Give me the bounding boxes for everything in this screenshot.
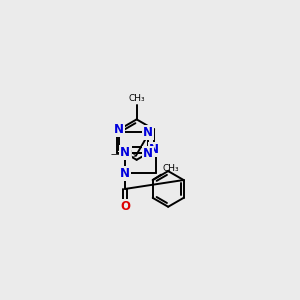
Text: CH₃: CH₃ — [163, 164, 179, 173]
Text: N: N — [120, 146, 130, 159]
Text: N: N — [149, 143, 159, 156]
Text: N: N — [114, 123, 124, 136]
Text: N: N — [120, 167, 130, 180]
Text: O: O — [120, 200, 130, 213]
Text: N: N — [121, 147, 131, 160]
Text: N: N — [143, 147, 153, 160]
Text: CH₃: CH₃ — [128, 94, 145, 103]
Text: —CH₃: —CH₃ — [110, 150, 136, 159]
Text: N: N — [143, 126, 153, 139]
